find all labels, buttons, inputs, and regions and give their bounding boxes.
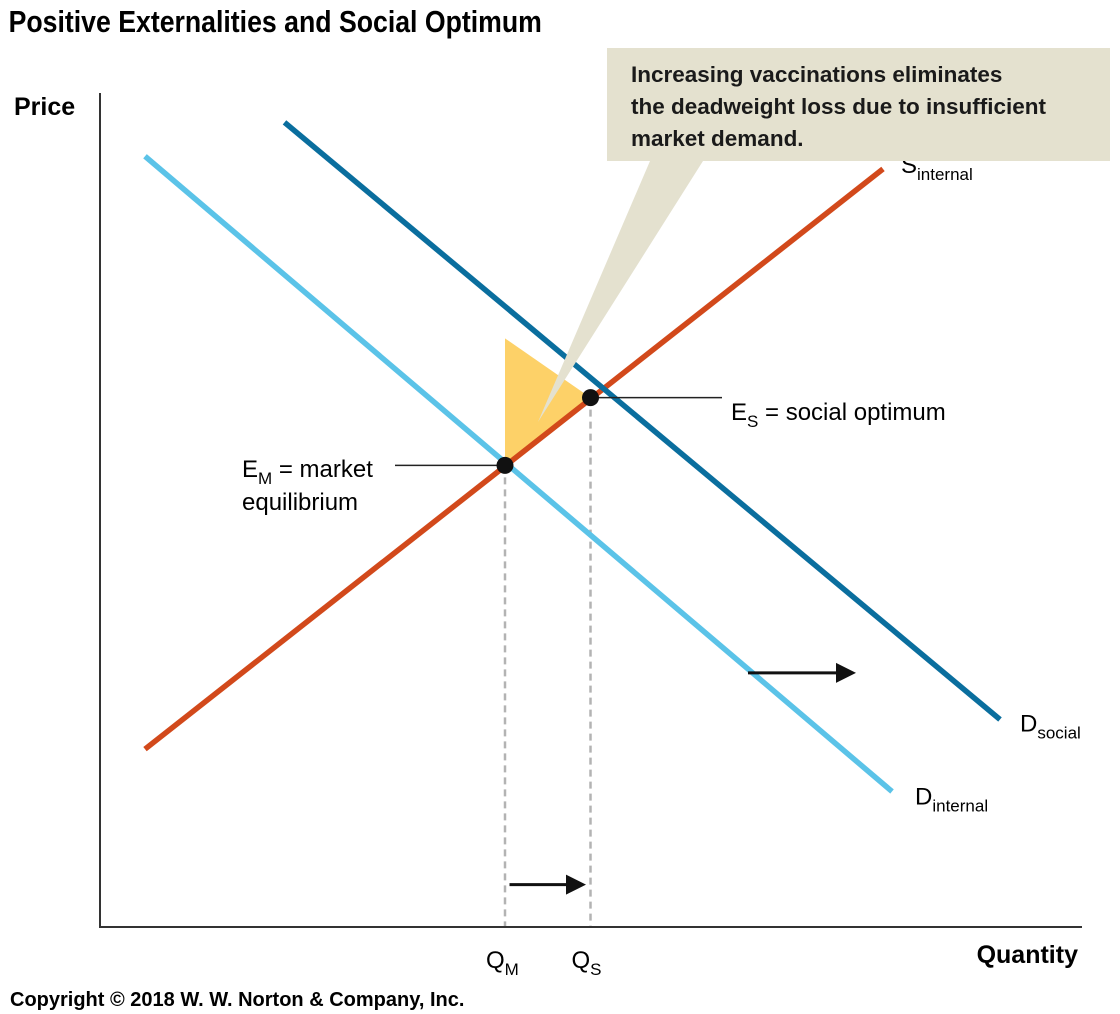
series-line-d-social (282, 120, 1002, 722)
series-label-d-social: Dsocial (1020, 710, 1081, 742)
point-label-em: EM = market (242, 456, 373, 488)
shift-arrow-1 (748, 662, 856, 683)
tick-label-qs: QS (572, 947, 602, 979)
point-es (582, 389, 599, 407)
callout-text-line-3: market demand. (631, 126, 804, 151)
series-line-s-internal (143, 166, 885, 752)
callout-text-line-2: the deadweight loss due to insufficient (631, 94, 1047, 119)
point-em (496, 456, 514, 474)
series-line-d-internal (143, 154, 894, 794)
chart-title: Positive Externalities and Social Optimu… (9, 5, 542, 39)
shift-arrow-head (566, 874, 586, 895)
callout: Increasing vaccinations eliminates the de… (538, 48, 1110, 422)
y-axis-label: Price (14, 93, 75, 121)
shift-arrow-2 (509, 874, 586, 895)
point-label-es: ES = social optimum (731, 399, 946, 431)
x-axis-label: Quantity (977, 941, 1078, 969)
series-label-s-internal-subscript: internal (917, 165, 973, 184)
copyright: Copyright © 2018 W. W. Norton & Company,… (10, 989, 464, 1011)
shift-arrow-head (836, 662, 856, 683)
series-label-d-internal-subscript: internal (932, 796, 988, 815)
series-label-d-social-main: D (1020, 710, 1037, 737)
callout-text-line-1: Increasing vaccinations eliminates (631, 62, 1002, 87)
series-label-d-internal: Dinternal (915, 783, 988, 815)
series-label-d-internal-main: D (915, 783, 932, 810)
series-label-d-social-subscript: social (1037, 723, 1080, 742)
callout-bubble (538, 48, 1110, 422)
point-label-em-line2: equilibrium (242, 489, 358, 516)
tick-label-qm: QM (486, 947, 519, 979)
